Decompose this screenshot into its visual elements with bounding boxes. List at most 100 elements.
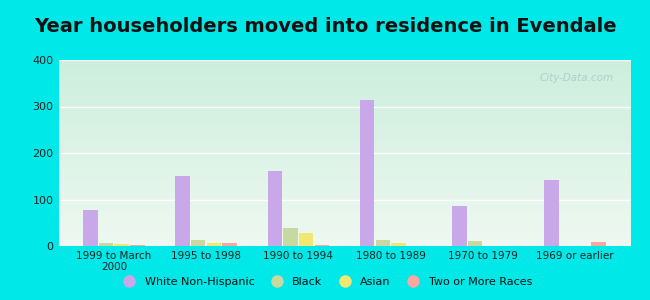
Bar (58, 84, 630, 86)
Bar (58, 79, 630, 80)
Bar (58, 235, 630, 237)
Bar (58, 172, 630, 173)
Bar (58, 112, 630, 114)
Bar (58, 159, 630, 161)
Bar (58, 224, 630, 226)
Bar (58, 168, 630, 170)
Bar (83, 210, 98, 246)
Bar (299, 233, 313, 246)
Legend: White Non-Hispanic, Black, Asian, Two or More Races: White Non-Hispanic, Black, Asian, Two or… (114, 273, 536, 291)
Bar (58, 140, 630, 142)
Bar (58, 131, 630, 133)
Bar (315, 244, 329, 246)
Bar (360, 100, 374, 246)
Bar (58, 97, 630, 99)
Bar (592, 242, 606, 246)
Bar (58, 123, 630, 125)
Bar (58, 142, 630, 144)
Bar (58, 68, 630, 69)
Bar (58, 164, 630, 166)
Bar (58, 237, 630, 239)
Bar (58, 209, 630, 211)
Bar (176, 176, 190, 246)
Bar (58, 184, 630, 187)
Bar (58, 175, 630, 177)
Bar (545, 180, 559, 246)
Bar (58, 214, 630, 216)
Bar (58, 192, 630, 194)
Bar (58, 101, 630, 103)
Bar (58, 127, 630, 129)
Bar (58, 216, 630, 218)
Bar (114, 244, 129, 246)
Bar (207, 243, 221, 246)
Bar (268, 171, 282, 246)
Text: Year householders moved into residence in Evendale: Year householders moved into residence i… (34, 17, 616, 37)
Bar (58, 86, 630, 88)
Bar (58, 200, 630, 201)
Bar (452, 206, 467, 246)
Bar (58, 114, 630, 116)
Bar (58, 205, 630, 207)
Bar (58, 233, 630, 235)
Bar (58, 151, 630, 153)
Bar (58, 133, 630, 134)
Bar (58, 212, 630, 214)
Bar (58, 90, 630, 92)
Bar (58, 116, 630, 118)
Bar (58, 227, 630, 229)
Bar (468, 241, 482, 246)
Bar (58, 129, 630, 131)
Bar (283, 228, 298, 246)
Text: City-Data.com: City-Data.com (540, 73, 614, 83)
Bar (58, 196, 630, 198)
Bar (58, 122, 630, 123)
Bar (130, 244, 144, 246)
Bar (58, 77, 630, 79)
Bar (58, 62, 630, 64)
Bar (58, 183, 630, 184)
Bar (58, 201, 630, 203)
Bar (58, 170, 630, 172)
Bar (58, 157, 630, 159)
Bar (99, 243, 113, 246)
Bar (58, 136, 630, 138)
Bar (58, 194, 630, 196)
Bar (58, 69, 630, 71)
Bar (58, 66, 630, 68)
Bar (58, 94, 630, 95)
Bar (58, 218, 630, 220)
Bar (376, 240, 390, 246)
Bar (58, 203, 630, 205)
Bar (58, 240, 630, 242)
Bar (58, 162, 630, 164)
Bar (58, 64, 630, 66)
Bar (58, 207, 630, 209)
Bar (58, 88, 630, 90)
Bar (58, 173, 630, 175)
Bar (58, 119, 630, 122)
Bar (58, 75, 630, 77)
Bar (58, 179, 630, 181)
Bar (58, 147, 630, 149)
Bar (58, 99, 630, 101)
Bar (58, 231, 630, 233)
Bar (58, 198, 630, 200)
Bar (58, 95, 630, 97)
Bar (58, 238, 630, 240)
Bar (58, 60, 630, 62)
Bar (58, 181, 630, 183)
Bar (222, 243, 237, 246)
Bar (58, 105, 630, 106)
Bar (58, 160, 630, 162)
Bar (58, 153, 630, 155)
Bar (58, 188, 630, 190)
Bar (191, 240, 205, 246)
Bar (58, 166, 630, 168)
Bar (58, 149, 630, 151)
Bar (58, 106, 630, 108)
Bar (58, 244, 630, 246)
Bar (58, 125, 630, 127)
Bar (58, 92, 630, 94)
Bar (58, 187, 630, 188)
